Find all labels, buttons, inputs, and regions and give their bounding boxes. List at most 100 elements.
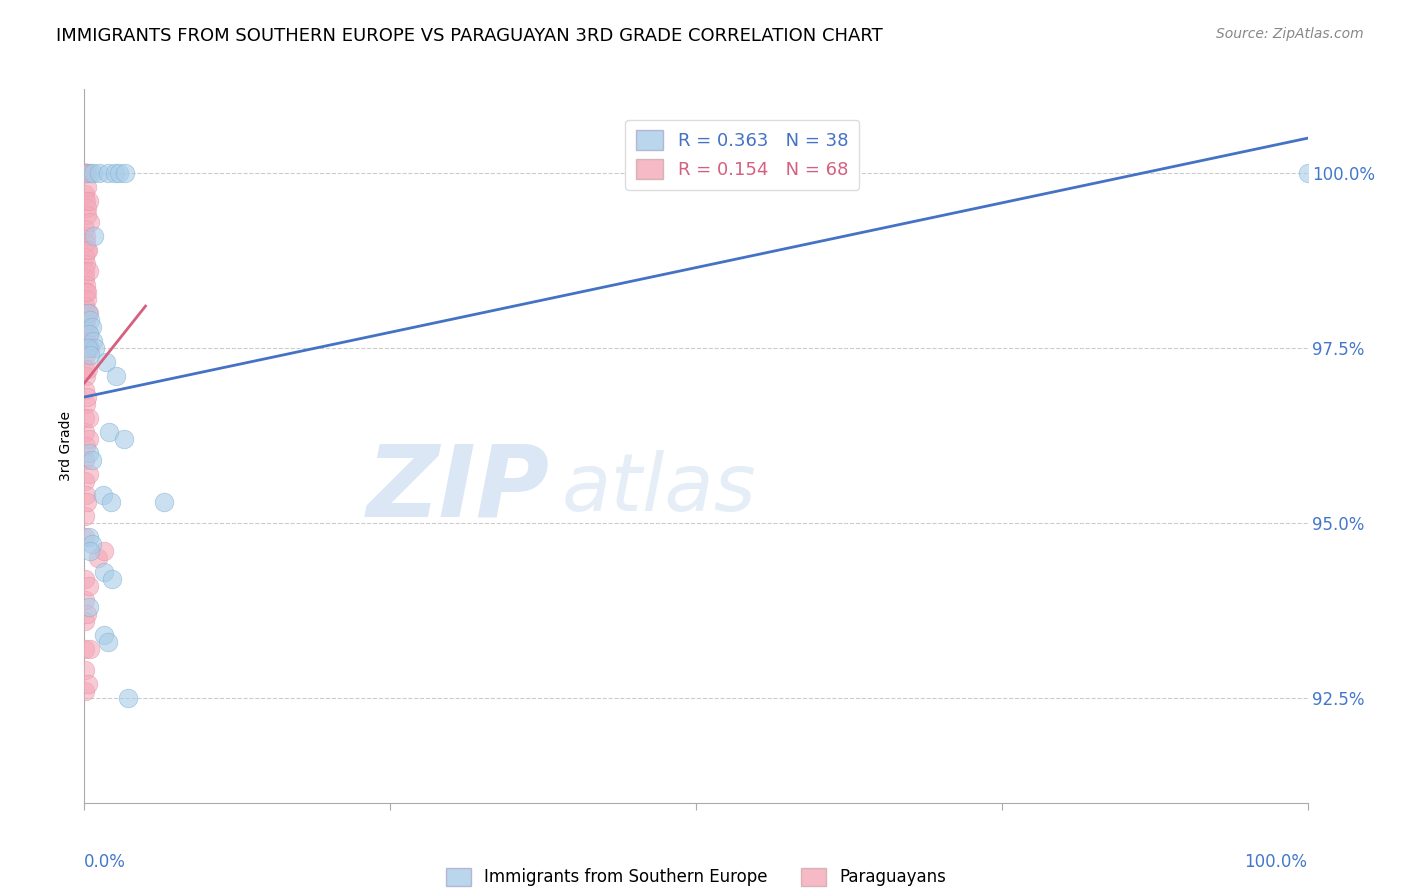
Point bbox=[75, 313, 97, 327]
Point bbox=[75, 166, 97, 180]
Point bbox=[82, 166, 104, 180]
Point bbox=[75, 166, 97, 180]
Point bbox=[75, 593, 97, 607]
Point bbox=[75, 453, 97, 467]
Point bbox=[76, 166, 98, 180]
Point bbox=[117, 690, 139, 705]
Point bbox=[75, 334, 97, 348]
Point bbox=[75, 306, 97, 320]
Point bbox=[97, 635, 120, 649]
Point bbox=[77, 306, 100, 320]
Point bbox=[80, 320, 103, 334]
Point bbox=[75, 222, 97, 236]
Point bbox=[77, 467, 100, 481]
Point bbox=[76, 201, 98, 215]
Point bbox=[75, 348, 97, 362]
Point bbox=[76, 208, 98, 222]
Text: 100.0%: 100.0% bbox=[1244, 853, 1308, 871]
Point bbox=[96, 355, 118, 369]
Point bbox=[75, 508, 97, 523]
Point bbox=[77, 306, 100, 320]
Point bbox=[75, 369, 97, 384]
Point bbox=[104, 166, 127, 180]
Point bbox=[76, 390, 98, 404]
Text: atlas: atlas bbox=[561, 450, 756, 528]
Point bbox=[105, 369, 128, 384]
Point bbox=[75, 327, 97, 342]
Point bbox=[75, 236, 97, 251]
Point bbox=[75, 250, 97, 264]
Point bbox=[77, 327, 100, 342]
Point bbox=[75, 166, 97, 180]
Point bbox=[75, 166, 97, 180]
Text: ZIP: ZIP bbox=[366, 441, 550, 537]
Point bbox=[101, 572, 124, 586]
Point bbox=[75, 187, 97, 202]
Point bbox=[100, 495, 122, 509]
Point bbox=[1296, 166, 1319, 180]
Point bbox=[75, 614, 97, 628]
Point bbox=[75, 439, 97, 453]
Point bbox=[75, 663, 97, 677]
Point bbox=[75, 341, 97, 355]
Point bbox=[75, 278, 97, 293]
Point bbox=[77, 243, 100, 257]
Point bbox=[77, 432, 100, 446]
Point bbox=[75, 383, 97, 397]
Point bbox=[76, 285, 98, 299]
Point bbox=[75, 194, 97, 208]
Point bbox=[77, 194, 100, 208]
Point bbox=[79, 544, 101, 558]
Point bbox=[77, 599, 100, 614]
Point bbox=[93, 565, 115, 579]
Point bbox=[97, 425, 120, 439]
Point bbox=[77, 264, 100, 278]
Point bbox=[77, 677, 100, 691]
Point bbox=[76, 180, 98, 194]
Point bbox=[75, 299, 97, 313]
Point bbox=[76, 292, 98, 306]
Y-axis label: 3rd Grade: 3rd Grade bbox=[59, 411, 73, 481]
Point bbox=[79, 641, 101, 656]
Point bbox=[87, 550, 110, 565]
Point bbox=[76, 495, 98, 509]
Point bbox=[79, 313, 101, 327]
Point bbox=[80, 453, 103, 467]
Point bbox=[75, 425, 97, 439]
Point bbox=[80, 537, 103, 551]
Point bbox=[93, 544, 115, 558]
Point bbox=[77, 411, 100, 425]
Point bbox=[75, 572, 97, 586]
Point bbox=[79, 348, 101, 362]
Point bbox=[77, 362, 100, 376]
Text: 0.0%: 0.0% bbox=[84, 853, 127, 871]
Point bbox=[82, 334, 104, 348]
Point bbox=[114, 166, 136, 180]
Point bbox=[75, 320, 97, 334]
Point bbox=[77, 327, 100, 342]
Point bbox=[87, 166, 110, 180]
Point bbox=[75, 684, 97, 698]
Legend: Immigrants from Southern Europe, Paraguayans: Immigrants from Southern Europe, Paragua… bbox=[439, 861, 953, 892]
Point bbox=[75, 411, 97, 425]
Point bbox=[107, 166, 129, 180]
Point bbox=[76, 243, 98, 257]
Point bbox=[79, 215, 101, 229]
Point bbox=[75, 257, 97, 271]
Point bbox=[77, 446, 100, 460]
Point bbox=[93, 628, 115, 642]
Point bbox=[77, 341, 100, 355]
Point bbox=[75, 362, 97, 376]
Point bbox=[83, 229, 105, 244]
Text: Source: ZipAtlas.com: Source: ZipAtlas.com bbox=[1216, 27, 1364, 41]
Point bbox=[75, 641, 97, 656]
Point bbox=[79, 341, 101, 355]
Point bbox=[75, 285, 97, 299]
Point bbox=[91, 488, 114, 502]
Point bbox=[153, 495, 176, 509]
Point bbox=[112, 432, 135, 446]
Point bbox=[75, 264, 97, 278]
Point bbox=[76, 607, 98, 621]
Point bbox=[77, 579, 100, 593]
Point bbox=[97, 166, 120, 180]
